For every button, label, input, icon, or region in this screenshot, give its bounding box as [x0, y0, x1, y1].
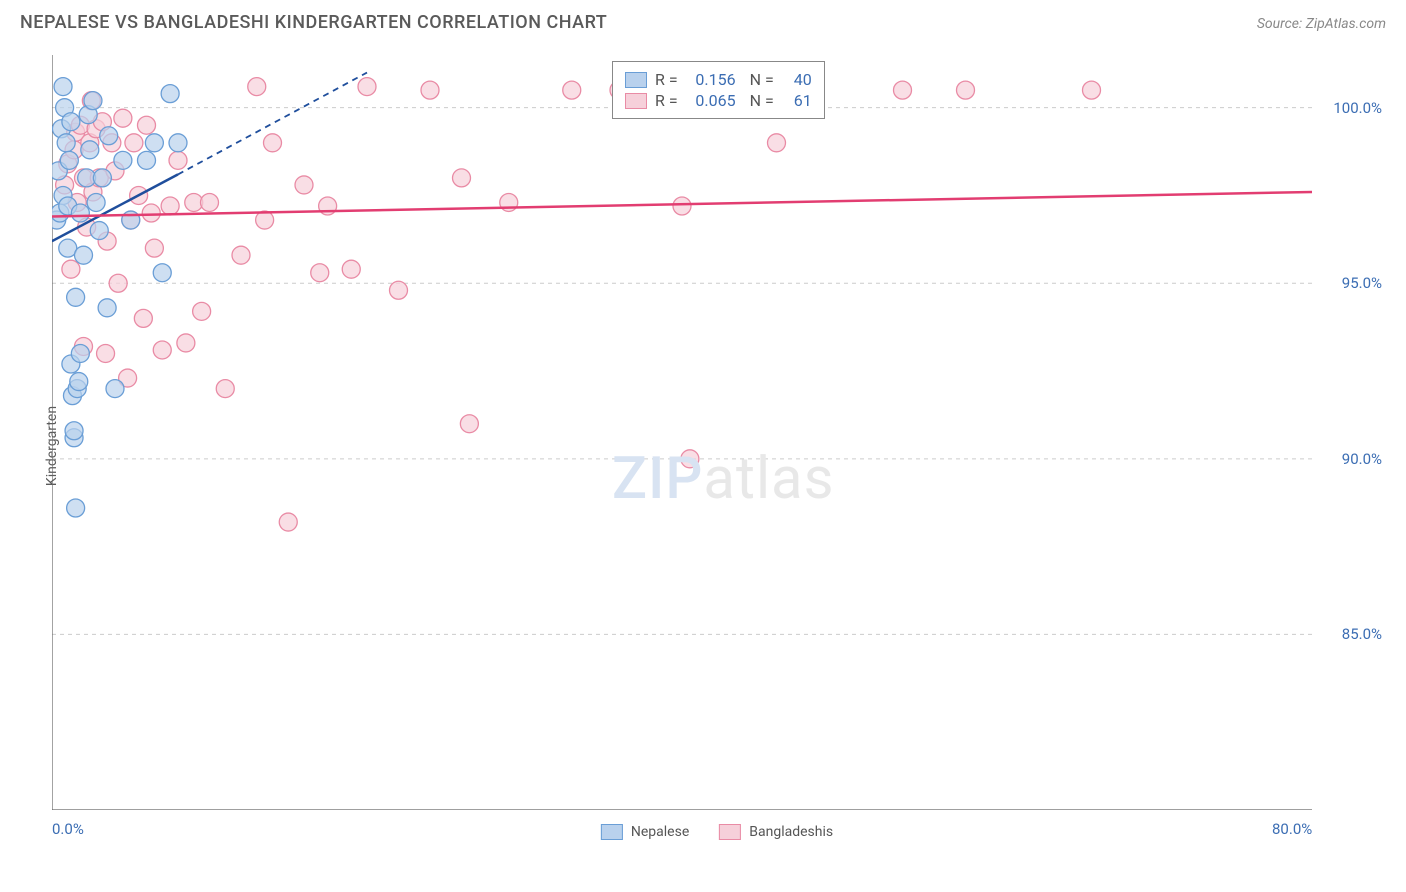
legend-item: Nepalese	[601, 824, 689, 840]
legend-item: Bangladeshis	[719, 824, 833, 840]
legend-n-value: 61	[782, 91, 812, 110]
x-tick-label: 80.0%	[1272, 820, 1312, 838]
legend-row: R = 0.065 N = 61	[625, 91, 812, 110]
scatter-plot-svg	[52, 55, 1382, 810]
series-legend: Nepalese Bangladeshis	[601, 824, 833, 840]
legend-label: Bangladeshis	[749, 824, 833, 840]
legend-n-label: N =	[750, 91, 774, 110]
legend-r-label: R =	[655, 91, 678, 110]
stats-legend: R = 0.156 N = 40 R = 0.065 N = 61	[612, 61, 825, 119]
y-tick-label: 85.0%	[1342, 625, 1382, 643]
y-tick-label: 95.0%	[1342, 274, 1382, 292]
x-tick-label: 0.0%	[52, 820, 84, 838]
legend-label: Nepalese	[631, 824, 689, 840]
chart-title: NEPALESE VS BANGLADESHI KINDERGARTEN COR…	[20, 12, 607, 33]
legend-swatch	[719, 824, 741, 840]
legend-swatch	[601, 824, 623, 840]
legend-n-label: N =	[750, 70, 774, 89]
y-tick-label: 100.0%	[1333, 99, 1382, 117]
y-tick-label: 90.0%	[1342, 450, 1382, 468]
chart-area: ZIPatlas R =0.156N =40R =0.065N =61 Nepa…	[52, 55, 1382, 810]
legend-n-value: 40	[782, 70, 812, 89]
legend-r-value: 0.065	[686, 91, 736, 110]
legend-swatch	[625, 93, 647, 109]
legend-swatch	[625, 72, 647, 88]
source-attribution: Source: ZipAtlas.com	[1257, 16, 1386, 32]
legend-r-label: R =	[655, 70, 678, 89]
legend-row: R = 0.156 N = 40	[625, 70, 812, 89]
legend-r-value: 0.156	[686, 70, 736, 89]
